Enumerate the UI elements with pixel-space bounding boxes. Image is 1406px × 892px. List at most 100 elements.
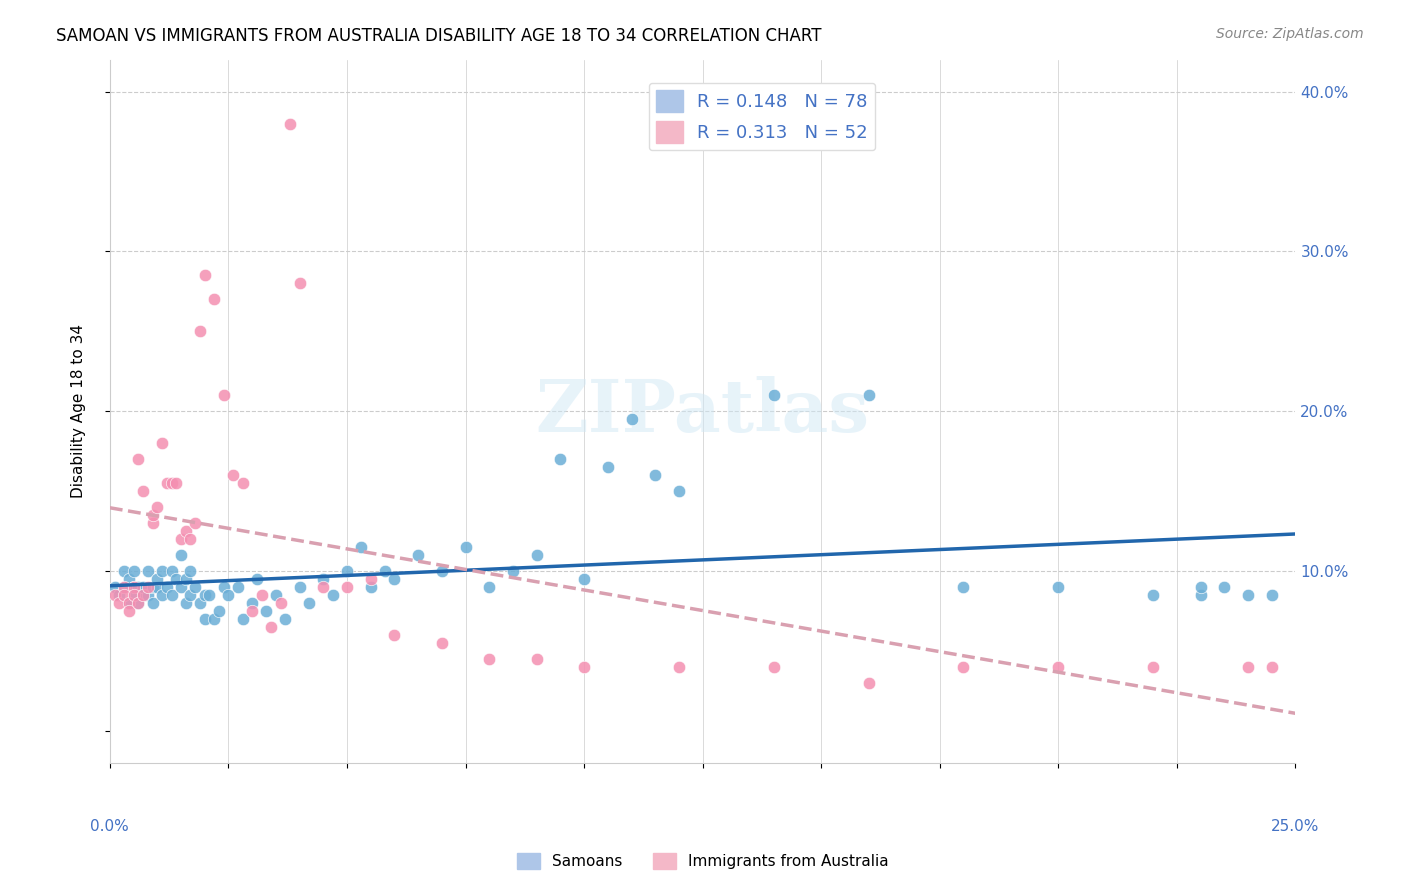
Point — [146, 572, 169, 586]
Point — [174, 524, 197, 538]
Point — [644, 468, 666, 483]
Point — [288, 580, 311, 594]
Point — [952, 660, 974, 674]
Point — [322, 588, 344, 602]
Point — [406, 548, 429, 562]
Point — [132, 484, 155, 499]
Point — [1237, 660, 1260, 674]
Point — [298, 596, 321, 610]
Point — [246, 572, 269, 586]
Point — [179, 532, 201, 546]
Point — [122, 588, 145, 602]
Point — [1142, 660, 1164, 674]
Point — [1189, 580, 1212, 594]
Point — [350, 540, 373, 554]
Point — [122, 580, 145, 594]
Point — [112, 580, 135, 594]
Point — [104, 588, 127, 602]
Point — [170, 580, 193, 594]
Point — [127, 452, 149, 467]
Point — [156, 580, 179, 594]
Point — [150, 564, 173, 578]
Point — [188, 324, 211, 338]
Point — [270, 596, 292, 610]
Point — [118, 596, 141, 610]
Point — [240, 604, 263, 618]
Point — [165, 476, 187, 491]
Point — [762, 388, 785, 402]
Point — [222, 468, 245, 483]
Point — [254, 604, 277, 618]
Point — [112, 564, 135, 578]
Point — [572, 572, 595, 586]
Point — [260, 620, 283, 634]
Point — [1047, 660, 1070, 674]
Point — [384, 628, 406, 642]
Text: 25.0%: 25.0% — [1271, 819, 1320, 834]
Point — [141, 596, 163, 610]
Point — [174, 596, 197, 610]
Point — [141, 516, 163, 530]
Point — [1189, 588, 1212, 602]
Point — [1047, 580, 1070, 594]
Point — [150, 588, 173, 602]
Point — [274, 612, 297, 626]
Point — [668, 484, 690, 499]
Point — [526, 548, 548, 562]
Point — [118, 604, 141, 618]
Point — [184, 516, 207, 530]
Point — [104, 580, 127, 594]
Point — [202, 293, 225, 307]
Text: Source: ZipAtlas.com: Source: ZipAtlas.com — [1216, 27, 1364, 41]
Point — [118, 596, 141, 610]
Point — [122, 564, 145, 578]
Point — [502, 564, 524, 578]
Point — [312, 572, 335, 586]
Text: ZIPatlas: ZIPatlas — [536, 376, 870, 447]
Point — [198, 588, 221, 602]
Point — [550, 452, 572, 467]
Point — [184, 580, 207, 594]
Y-axis label: Disability Age 18 to 34: Disability Age 18 to 34 — [72, 324, 86, 499]
Point — [526, 652, 548, 666]
Point — [141, 580, 163, 594]
Point — [478, 652, 501, 666]
Point — [212, 388, 235, 402]
Point — [194, 612, 217, 626]
Point — [384, 572, 406, 586]
Point — [430, 636, 453, 650]
Point — [217, 588, 239, 602]
Text: 0.0%: 0.0% — [90, 819, 129, 834]
Point — [572, 660, 595, 674]
Point — [1237, 588, 1260, 602]
Point — [1142, 588, 1164, 602]
Point — [112, 580, 135, 594]
Point — [288, 277, 311, 291]
Point — [122, 588, 145, 602]
Point — [478, 580, 501, 594]
Point — [160, 476, 183, 491]
Point — [232, 612, 254, 626]
Point — [264, 588, 287, 602]
Point — [240, 596, 263, 610]
Point — [336, 580, 359, 594]
Point — [250, 588, 273, 602]
Text: SAMOAN VS IMMIGRANTS FROM AUSTRALIA DISABILITY AGE 18 TO 34 CORRELATION CHART: SAMOAN VS IMMIGRANTS FROM AUSTRALIA DISA… — [56, 27, 821, 45]
Point — [312, 580, 335, 594]
Point — [108, 588, 131, 602]
Point — [858, 676, 880, 690]
Point — [112, 588, 135, 602]
Legend: Samoans, Immigrants from Australia: Samoans, Immigrants from Australia — [510, 847, 896, 875]
Point — [141, 508, 163, 522]
Point — [160, 588, 183, 602]
Point — [374, 564, 396, 578]
Point — [132, 580, 155, 594]
Point — [194, 268, 217, 283]
Point — [132, 588, 155, 602]
Point — [360, 580, 382, 594]
Point — [127, 580, 149, 594]
Point — [179, 588, 201, 602]
Point — [188, 596, 211, 610]
Point — [174, 572, 197, 586]
Point — [170, 532, 193, 546]
